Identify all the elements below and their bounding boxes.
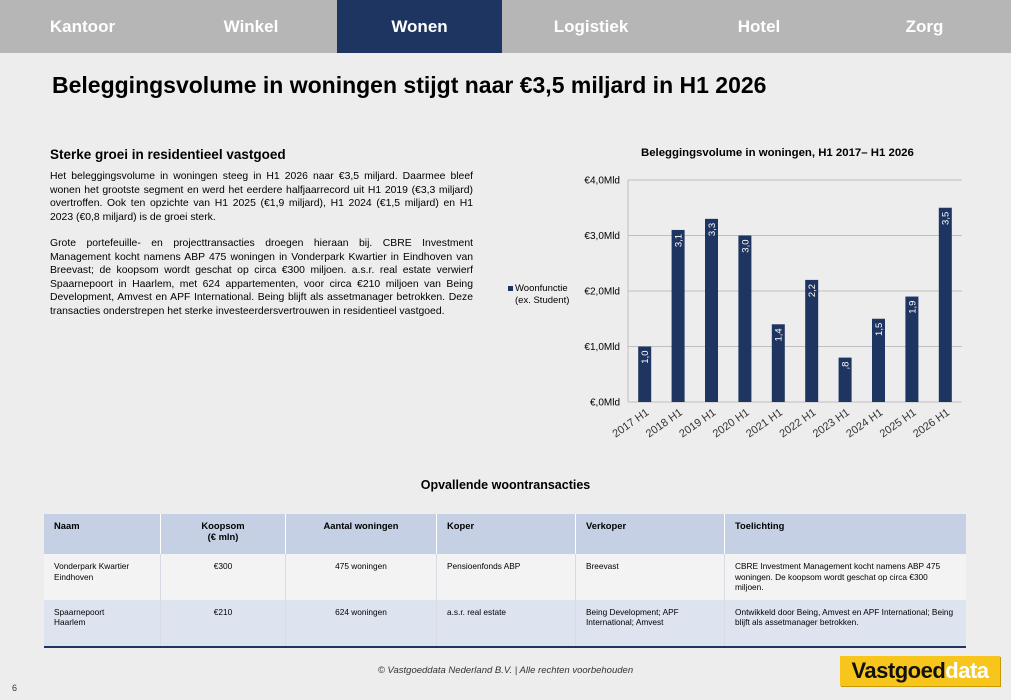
x-tick-label: 2026 H1 [911,407,952,441]
tab-winkel[interactable]: Winkel [223,16,279,36]
cell-naam: Vonderpark Kwartier Eindhoven [44,554,161,600]
x-tick-label: 2022 H1 [777,407,818,441]
vastgoeddata-logo: Vastgoed data [840,656,1000,686]
x-tick-label: 2021 H1 [744,407,785,441]
bar [771,324,785,402]
table-header-row: Naam Koopsom (€ mln) Aantal woningen Kope… [44,514,966,554]
bar-data-label: 1,5 [874,323,885,336]
bar-data-label: 1,4 [774,328,785,341]
bar [638,346,652,402]
cell-koper: a.s.r. real estate [436,599,576,648]
bar [705,218,718,402]
cell-koopsom: €210 [160,599,286,648]
y-tick-label: €,0Mld [590,398,620,409]
tab-kantoor[interactable]: Kantoor [49,16,116,36]
legend-label: (ex. Student) [515,295,569,306]
tab-zorg[interactable]: Zorg [905,16,944,36]
x-tick-label: 2018 H1 [644,407,685,441]
header-koopsom: Koopsom (€ mln) [160,514,286,554]
x-tick-label: 2017 H1 [610,407,651,441]
y-tick-label: €1,0Mld [584,342,620,353]
bar [938,207,952,402]
cell-naam: Spaarnepoort Haarlem [44,599,161,648]
x-tick-label: 2020 H1 [711,407,752,441]
x-tick-label: 2023 H1 [811,407,852,441]
header-aantal: Aantal woningen [285,514,437,554]
legend-label: Woonfunctie [515,283,568,294]
x-tick-label: 2025 H1 [878,407,919,441]
header-koper: Koper [436,514,576,554]
bar [671,229,685,402]
bar-chart: €,0Mld €1,0Mld €2,0Mld €3,0Mld €4,0Mld 1,0 201… [508,176,962,441]
bar-data-label: 1,0 [640,351,651,364]
body-text: Het beleggingsvolume in woningen steeg i… [50,170,473,331]
cell-verkoper: Being Development; APF International; Am… [575,599,725,648]
table-row: Spaarnepoort Haarlem €210 624 woningen a.… [44,599,966,648]
bar-data-label: 3,0 [740,240,751,253]
x-tick-label: 2024 H1 [844,407,885,441]
x-tick-label: 2019 H1 [677,407,718,441]
footer-copyright: © Vastgoeddata Nederland B.V. | Alle rec… [377,665,634,676]
transactions-table: Naam Koopsom (€ mln) Aantal woningen Kope… [44,514,966,648]
cell-koper: Pensioenfonds ABP [436,554,576,600]
page-number: 6 [12,683,18,693]
cell-koopsom: €300 [160,554,286,600]
bar [738,235,752,402]
bar-data-label: 2,2 [807,284,818,297]
header-verkoper: Verkoper [575,514,725,554]
bar-data-label: 3,3 [707,223,718,236]
cell-aantal: 475 woningen [285,554,437,600]
bar-data-label: 1,9 [907,301,918,314]
logo-text-data: data [945,658,989,683]
table-title: Opvallende woontransacties [420,478,591,492]
chart-title: Beleggingsvolume in woningen, H1 2017– H… [641,147,914,159]
y-tick-label: €3,0Mld [584,231,620,242]
y-tick-label: €4,0Mld [584,176,620,187]
cell-toelichting: Ontwikkeld door Being, Amvest en APF Int… [724,599,966,648]
header-toelichting: Toelichting [724,514,966,554]
tab-hotel[interactable]: Hotel [737,16,781,36]
cell-aantal: 624 woningen [285,599,437,648]
table-row: Vonderpark Kwartier Eindhoven €300 475 wo… [44,554,966,600]
cell-verkoper: Breevast [575,554,725,600]
bar [872,318,885,402]
cell-toelichting: CBRE Investment Management kocht namens … [724,554,966,600]
page-title: Beleggingsvolume in woningen stijgt naar… [52,72,767,98]
bar [905,296,919,402]
legend-swatch [508,286,513,291]
bar [838,357,852,402]
section-subtitle: Sterke groei in residentieel vastgoed [50,147,286,162]
header-naam: Naam [44,514,161,554]
bar-data-label: 3,1 [674,234,685,247]
sector-nav: Kantoor Winkel Wonen Logistiek Hotel Zor… [0,0,1011,53]
bar [805,279,819,402]
bar-data-label: ,8 [841,362,852,370]
tab-logistiek[interactable]: Logistiek [553,16,629,36]
logo-text-vastgoed: Vastgoed [851,658,946,683]
paragraph-2: Grote portefeuille- en projecttransactie… [50,238,473,317]
y-tick-label: €2,0Mld [584,287,620,298]
paragraph-1: Het beleggingsvolume in woningen steeg i… [50,171,473,223]
tab-wonen[interactable]: Wonen [337,0,502,53]
bar-data-label: 3,5 [941,212,952,225]
